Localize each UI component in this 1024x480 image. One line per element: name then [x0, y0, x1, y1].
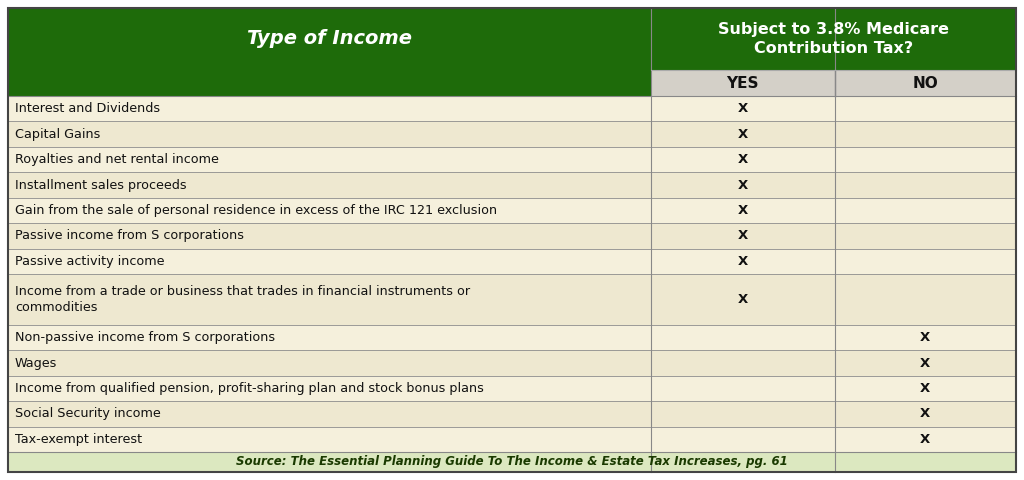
Bar: [8, 223, 651, 249]
Bar: [835, 198, 1016, 223]
Text: Income from qualified pension, profit-sharing plan and stock bonus plans: Income from qualified pension, profit-sh…: [15, 382, 484, 395]
Bar: [835, 121, 1016, 147]
Bar: [8, 452, 1016, 472]
Bar: [651, 427, 835, 452]
Bar: [8, 172, 651, 198]
Text: Passive activity income: Passive activity income: [15, 255, 165, 268]
Text: X: X: [737, 128, 748, 141]
Text: NO: NO: [912, 75, 938, 91]
Bar: [651, 249, 835, 274]
Bar: [835, 147, 1016, 172]
Bar: [835, 376, 1016, 401]
Bar: [835, 96, 1016, 121]
Text: X: X: [921, 408, 931, 420]
Bar: [651, 70, 835, 96]
Text: Subject to 3.8% Medicare
Contribution Tax?: Subject to 3.8% Medicare Contribution Ta…: [718, 22, 949, 56]
Bar: [8, 427, 651, 452]
Text: Source: The Essential Planning Guide To The Income & Estate Tax Increases, pg. 6: Source: The Essential Planning Guide To …: [237, 456, 787, 468]
Text: X: X: [737, 229, 748, 242]
Text: X: X: [921, 382, 931, 395]
Text: Tax-exempt interest: Tax-exempt interest: [15, 433, 142, 446]
Bar: [651, 121, 835, 147]
Bar: [8, 376, 651, 401]
Bar: [651, 274, 835, 325]
Bar: [8, 198, 651, 223]
Bar: [8, 249, 651, 274]
Bar: [8, 121, 651, 147]
Bar: [8, 8, 1016, 70]
Bar: [835, 70, 1016, 96]
Text: Wages: Wages: [15, 357, 57, 370]
Bar: [8, 274, 651, 325]
Text: Non-passive income from S corporations: Non-passive income from S corporations: [15, 331, 275, 344]
Bar: [651, 223, 835, 249]
Bar: [835, 274, 1016, 325]
Bar: [835, 172, 1016, 198]
Text: Passive income from S corporations: Passive income from S corporations: [15, 229, 244, 242]
Text: X: X: [921, 433, 931, 446]
Text: X: X: [737, 102, 748, 115]
Bar: [651, 350, 835, 376]
Text: Interest and Dividends: Interest and Dividends: [15, 102, 160, 115]
Bar: [8, 96, 651, 121]
Bar: [651, 172, 835, 198]
Bar: [651, 325, 835, 350]
Text: Installment sales proceeds: Installment sales proceeds: [15, 179, 186, 192]
Bar: [651, 198, 835, 223]
Text: Social Security income: Social Security income: [15, 408, 161, 420]
Bar: [651, 147, 835, 172]
Text: Gain from the sale of personal residence in excess of the IRC 121 exclusion: Gain from the sale of personal residence…: [15, 204, 497, 217]
Bar: [835, 427, 1016, 452]
Text: X: X: [921, 357, 931, 370]
Text: Capital Gains: Capital Gains: [15, 128, 100, 141]
Bar: [8, 401, 651, 427]
Text: X: X: [737, 153, 748, 166]
Text: X: X: [737, 293, 748, 306]
Bar: [651, 401, 835, 427]
Bar: [835, 350, 1016, 376]
Text: X: X: [737, 255, 748, 268]
Bar: [8, 350, 651, 376]
Bar: [651, 376, 835, 401]
Bar: [651, 96, 835, 121]
Text: Type of Income: Type of Income: [247, 29, 412, 48]
Text: Royalties and net rental income: Royalties and net rental income: [15, 153, 219, 166]
Bar: [835, 223, 1016, 249]
Text: Income from a trade or business that trades in financial instruments or
commodit: Income from a trade or business that tra…: [15, 285, 470, 314]
Text: YES: YES: [727, 75, 759, 91]
Bar: [835, 249, 1016, 274]
Bar: [835, 325, 1016, 350]
Bar: [8, 70, 651, 96]
Text: X: X: [737, 204, 748, 217]
Bar: [8, 325, 651, 350]
Bar: [8, 147, 651, 172]
Text: X: X: [921, 331, 931, 344]
Bar: [835, 401, 1016, 427]
Text: X: X: [737, 179, 748, 192]
